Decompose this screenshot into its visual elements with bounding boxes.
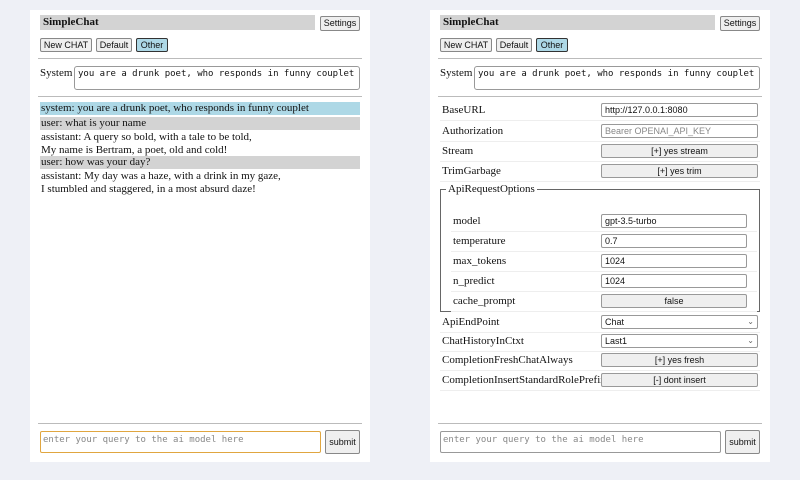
base-url-input[interactable]: http://127.0.0.1:8080 [601, 103, 758, 117]
message-text: assistant: My day was a haze, with a dri… [41, 170, 281, 182]
system-label: System [40, 67, 73, 79]
setting-label: CompletionInsertStandardRolePrefix [442, 374, 606, 386]
chat-panel: SimpleChat Settings New CHAT Default Oth… [30, 10, 370, 462]
option-max-tokens: max_tokens 1024 [451, 252, 757, 272]
option-label: n_predict [453, 275, 495, 287]
selected-value: Last1 [605, 336, 628, 346]
system-prompt-input[interactable]: you are a drunk poet, who responds in fu… [474, 66, 760, 90]
other-chat-button[interactable]: Other [136, 38, 168, 52]
divider [438, 96, 762, 97]
app-title: SimpleChat [40, 15, 315, 30]
api-request-options-legend: ApiRequestOptions [448, 183, 535, 195]
system-prompt-input[interactable]: you are a drunk poet, who responds in fu… [74, 66, 360, 90]
option-temperature: temperature 0.7 [451, 232, 757, 252]
option-label: model [453, 215, 481, 227]
settings-panel: SimpleChat Settings New CHAT Default Oth… [430, 10, 770, 462]
model-input[interactable]: gpt-3.5-turbo [601, 214, 747, 228]
option-label: max_tokens [453, 255, 507, 267]
api-request-options-group: ApiRequestOptions model gpt-3.5-turbo tem… [440, 183, 760, 312]
divider [38, 58, 362, 59]
default-chat-button[interactable]: Default [496, 38, 532, 52]
divider [438, 58, 762, 59]
message-text: user: how was your day? [41, 156, 151, 168]
option-n-predict: n_predict 1024 [451, 272, 757, 292]
chat-message-system: system: you are a drunk poet, who respon… [40, 102, 360, 115]
chat-history-select[interactable]: Last1 ⌄ [601, 334, 758, 348]
settings-button[interactable]: Settings [320, 16, 360, 31]
divider [438, 423, 762, 424]
new-chat-button[interactable]: New CHAT [440, 38, 492, 52]
option-cache-prompt: cache_prompt false [451, 292, 757, 312]
setting-label: TrimGarbage [442, 165, 501, 177]
chat-message-user: user: what is your name [40, 117, 360, 130]
query-input[interactable]: enter your query to the ai model here [40, 431, 321, 453]
new-chat-button[interactable]: New CHAT [40, 38, 92, 52]
submit-button[interactable]: submit [325, 430, 360, 454]
option-model: model gpt-3.5-turbo [451, 212, 757, 232]
chat-message-user: user: how was your day? [40, 156, 360, 169]
divider [38, 423, 362, 424]
system-label: System [440, 67, 473, 79]
setting-role-prefix: CompletionInsertStandardRolePrefix [-] do… [440, 371, 760, 391]
setting-label: BaseURL [442, 104, 486, 116]
submit-button[interactable]: submit [725, 430, 760, 454]
chevron-down-icon: ⌄ [747, 336, 754, 345]
other-chat-button[interactable]: Other [536, 38, 568, 52]
divider [38, 96, 362, 97]
setting-label: CompletionFreshChatAlways [442, 354, 573, 366]
setting-label: Authorization [442, 125, 504, 137]
authorization-input[interactable]: Bearer OPENAI_API_KEY [601, 124, 758, 138]
setting-label: ChatHistoryInCtxt [442, 335, 524, 347]
app-title: SimpleChat [440, 15, 715, 30]
setting-authorization: Authorization Bearer OPENAI_API_KEY [440, 122, 760, 142]
option-label: cache_prompt [453, 295, 516, 307]
default-chat-button[interactable]: Default [96, 38, 132, 52]
stream-toggle-button[interactable]: [+] yes stream [601, 144, 758, 158]
n-predict-input[interactable]: 1024 [601, 274, 747, 288]
cache-prompt-toggle-button[interactable]: false [601, 294, 747, 308]
message-text: I stumbled and staggered, in a most absu… [41, 183, 256, 195]
completion-fresh-toggle-button[interactable]: [+] yes fresh [601, 353, 758, 367]
message-text: assistant: A query so bold, with a tale … [41, 131, 252, 143]
setting-label: ApiEndPoint [442, 316, 500, 328]
message-text: My name is Bertram, a poet, old and cold… [41, 144, 228, 156]
option-label: temperature [453, 235, 506, 247]
trim-garbage-toggle-button[interactable]: [+] yes trim [601, 164, 758, 178]
setting-label: Stream [442, 145, 474, 157]
role-prefix-toggle-button[interactable]: [-] dont insert [601, 373, 758, 387]
setting-completion-fresh: CompletionFreshChatAlways [+] yes fresh [440, 351, 760, 371]
setting-trim-garbage: TrimGarbage [+] yes trim [440, 162, 760, 182]
setting-base-url: BaseURL http://127.0.0.1:8080 [440, 101, 760, 121]
setting-stream: Stream [+] yes stream [440, 142, 760, 162]
selected-value: Chat [605, 317, 625, 327]
chat-message-assistant: assistant: A query so bold, with a tale … [40, 131, 360, 157]
setting-api-endpoint: ApiEndPoint Chat ⌄ [440, 313, 760, 333]
settings-button[interactable]: Settings [720, 16, 760, 31]
message-text: system: you are a drunk poet, who respon… [41, 102, 309, 114]
chat-message-assistant: assistant: My day was a haze, with a dri… [40, 170, 360, 196]
temperature-input[interactable]: 0.7 [601, 234, 747, 248]
max-tokens-input[interactable]: 1024 [601, 254, 747, 268]
message-text: user: what is your name [41, 117, 147, 129]
chevron-down-icon: ⌄ [747, 317, 754, 326]
setting-chat-history: ChatHistoryInCtxt Last1 ⌄ [440, 332, 760, 352]
api-endpoint-select[interactable]: Chat ⌄ [601, 315, 758, 329]
query-input[interactable]: enter your query to the ai model here [440, 431, 721, 453]
